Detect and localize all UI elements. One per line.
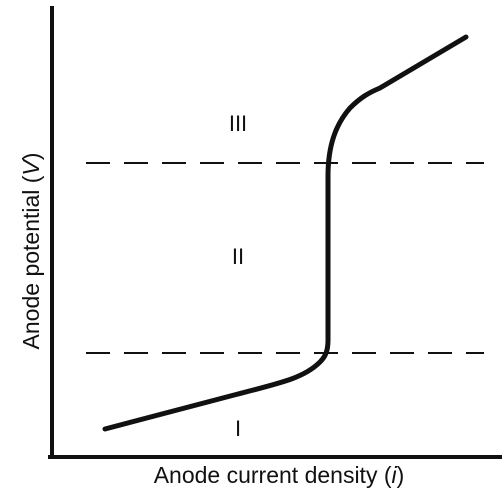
polarization-curve <box>102 34 469 432</box>
y-axis-label: Anode potential (V) <box>18 153 44 350</box>
region-label-i: I <box>235 416 241 441</box>
y-axis-label-suffix: ) <box>18 153 44 161</box>
region-label-iii: III <box>229 111 247 136</box>
x-axis-label: Anode current density (i) <box>154 462 405 488</box>
region-label-ii: II <box>232 244 244 269</box>
x-axis-label-symbol: i <box>392 462 398 488</box>
x-axis-label-prefix: Anode current density ( <box>154 462 392 488</box>
x-axis-label-suffix: ) <box>397 462 405 488</box>
y-axis-label-symbol: V <box>18 158 44 176</box>
y-axis-label-prefix: Anode potential ( <box>18 175 44 349</box>
